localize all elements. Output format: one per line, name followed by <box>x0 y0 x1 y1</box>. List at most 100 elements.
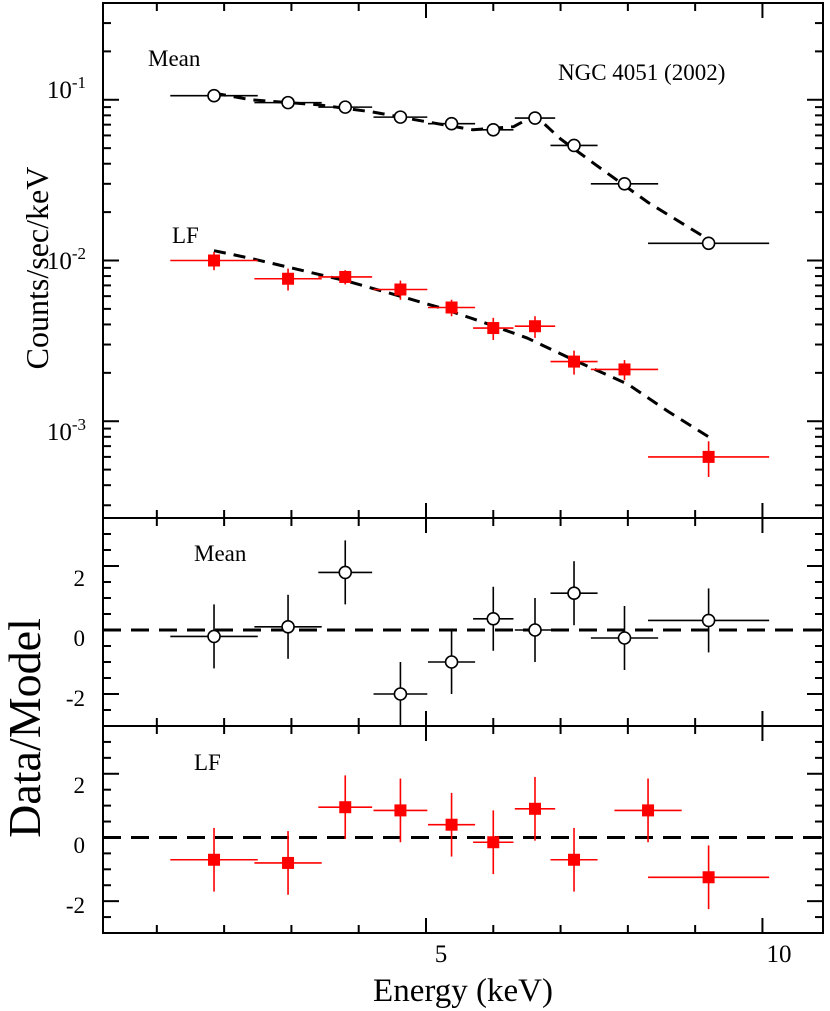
ytick-label-0: 0 <box>74 833 86 858</box>
mean-residual-marker <box>528 623 542 637</box>
lf-spectrum-marker <box>394 283 407 296</box>
mean-spectrum-point <box>428 116 476 131</box>
mean-spectrum-marker <box>617 177 632 191</box>
lf-residual-marker <box>642 804 655 817</box>
data-points <box>170 88 770 910</box>
lf-spectrum-marker <box>445 301 458 314</box>
ytick-label-2: 2 <box>74 773 86 798</box>
mean-spectrum-marker <box>701 236 716 251</box>
lf-residual-point <box>318 775 373 840</box>
lf-spectrum-point <box>254 268 322 291</box>
mean-residual-point <box>428 630 476 694</box>
xtick-label-5: 5 <box>435 941 448 968</box>
lf-series-label: LF <box>172 223 199 248</box>
mean-residual-marker <box>486 611 501 626</box>
y-axis-title-spectrum: Counts/sec/keV <box>19 167 55 370</box>
lf-residual-label: LF <box>194 750 221 775</box>
ytick-label-2: 2 <box>74 566 86 591</box>
lf-residual-point <box>428 792 476 857</box>
ytick-label-0.01: 10-2 <box>47 244 86 275</box>
lf-spectrum-point <box>473 317 514 341</box>
mean-spectrum-marker <box>567 138 581 153</box>
mean-residual-marker <box>701 613 716 628</box>
lf-spectrum-marker <box>487 322 500 335</box>
mean-spectrum-marker <box>486 123 501 137</box>
mean-spectrum-marker <box>338 100 353 114</box>
mean-residual-point <box>473 586 514 651</box>
mean-residual-point <box>648 588 770 653</box>
mean-residual-point <box>373 662 428 726</box>
lf-residual-marker <box>339 801 352 814</box>
mean-residual-point <box>318 540 373 605</box>
lf-residual-marker <box>568 853 581 866</box>
mean-spectrum-point <box>590 177 659 191</box>
lf-residual-point <box>648 845 770 910</box>
mean-residual-marker <box>617 631 632 645</box>
lf-residual-point <box>373 778 428 843</box>
mean-spectrum-marker <box>281 95 295 110</box>
mean-residual-marker <box>338 565 353 580</box>
lf-residual-point <box>254 831 322 895</box>
lf-residual-marker <box>487 836 500 849</box>
xtick-label-10: 10 <box>767 941 792 968</box>
lf-spectrum-point <box>648 441 770 477</box>
mean-residual-marker <box>567 586 581 601</box>
mean-model-curve <box>213 91 710 241</box>
lf-residual-marker <box>282 856 295 869</box>
lf-residual-marker <box>529 802 541 815</box>
mean-spectrum-point <box>648 236 770 251</box>
lf-spectrum-point <box>514 316 556 338</box>
axis-ticks <box>103 2 823 933</box>
mean-spectrum-point <box>550 138 598 153</box>
lf-spectrum-marker <box>702 450 715 463</box>
lf-spectrum-point <box>170 251 258 271</box>
lf-spectrum-marker <box>282 272 295 285</box>
mean-spectrum-point <box>170 88 258 103</box>
mean-spectrum-point <box>254 95 322 110</box>
lf-spectrum-marker <box>208 254 221 267</box>
lf-residual-point <box>170 827 258 892</box>
lf-residual-point <box>473 810 514 875</box>
mean-spectrum-marker <box>444 116 459 131</box>
lf-residual-marker <box>445 818 458 831</box>
y-axis-title-residual: Data/Model <box>0 618 50 838</box>
lf-spectrum-point <box>590 360 659 381</box>
mean-spectrum-point <box>514 111 556 125</box>
mean-residual-marker <box>281 619 295 634</box>
lf-spectrum-point <box>550 350 598 375</box>
mean-residual-marker <box>393 687 408 701</box>
mean-residual-point <box>514 598 556 662</box>
mean-series-label: Mean <box>148 46 201 71</box>
lf-spectrum-marker <box>339 270 352 283</box>
ytick-label-0.1: 10-1 <box>47 73 86 104</box>
lf-residual-marker <box>208 853 221 866</box>
mean-residual-point <box>590 606 659 670</box>
ytick-label-0: 0 <box>74 626 86 651</box>
mean-residual-point <box>550 561 598 626</box>
mean-spectrum-point <box>373 110 428 124</box>
lf-model-curve <box>213 249 710 439</box>
title-annotation: NGC 4051 (2002) <box>558 60 725 85</box>
mean-residual-label: Mean <box>194 541 247 566</box>
ytick-label-neg2: -2 <box>66 686 85 711</box>
ytick-label-0.001: 10-3 <box>47 415 86 446</box>
lf-residual-point <box>614 778 682 843</box>
ytick-label-neg2: -2 <box>66 893 85 918</box>
lf-spectrum-marker <box>618 363 631 376</box>
mean-spectrum-point <box>318 100 373 114</box>
lf-spectrum-marker <box>529 320 541 333</box>
x-axis-title: Energy (keV) <box>373 973 553 1009</box>
mean-residual-point <box>170 604 258 669</box>
lf-spectrum-marker <box>568 355 581 368</box>
mean-spectrum-marker <box>207 88 221 103</box>
lf-spectrum-point <box>373 280 428 300</box>
lf-residual-panel-frame <box>102 725 824 934</box>
mean-residual-point <box>254 594 322 659</box>
mean-spectrum-marker <box>528 111 542 125</box>
mean-residual-marker <box>207 629 221 644</box>
lf-spectrum-point <box>428 299 476 317</box>
lf-residual-marker <box>702 871 715 884</box>
mean-residual-marker <box>444 655 459 669</box>
lf-residual-point <box>514 776 556 841</box>
